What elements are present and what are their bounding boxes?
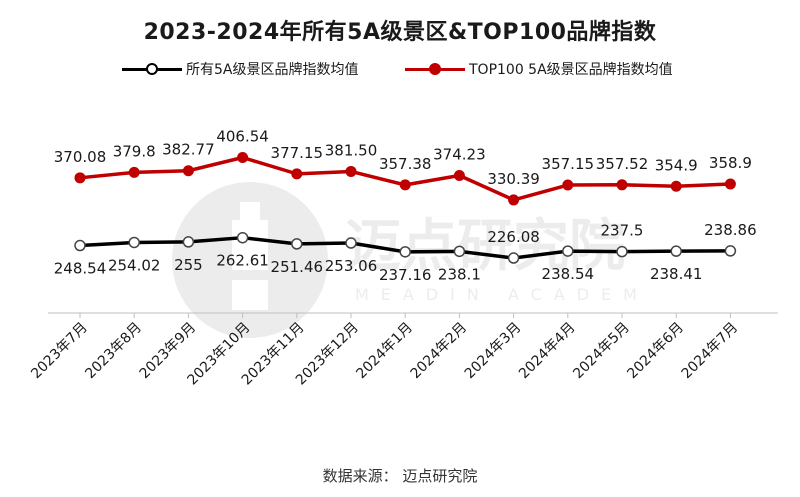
axis-layer	[48, 312, 778, 318]
data-label-s0-7: 238.1	[438, 265, 481, 283]
data-point-s1-12	[724, 178, 736, 190]
data-point-s1-11	[670, 180, 682, 192]
data-point-s0-0	[74, 239, 86, 252]
data-point-s0-1	[128, 236, 140, 249]
legend-label-all-5a: 所有5A级景区品牌指数均值	[186, 62, 359, 78]
data-point-s0-7	[453, 245, 466, 258]
x-tick-label-6: 2024年1月	[353, 320, 416, 383]
x-tick-label-8: 2024年3月	[462, 320, 525, 383]
data-label-s0-5: 253.06	[325, 257, 378, 275]
data-point-s1-1	[128, 166, 140, 178]
data-label-s0-4: 251.46	[271, 258, 324, 276]
data-label-s0-3: 262.61	[216, 252, 269, 270]
data-point-s1-4	[291, 168, 303, 180]
data-label-s1-2: 382.77	[162, 141, 215, 159]
data-label-s1-10: 357.52	[596, 155, 649, 173]
data-label-s1-5: 381.50	[325, 141, 378, 159]
data-point-s1-0	[74, 172, 86, 184]
data-point-s0-4	[291, 238, 303, 250]
x-tick-label-9: 2024年4月	[516, 320, 579, 383]
data-labels-layer: 248.54 254.02 255 262.61 251.46 253.06 237.16 2…	[54, 127, 757, 283]
data-point-s0-11	[670, 245, 682, 257]
data-point-s0-8	[507, 252, 520, 264]
x-tick-label-11: 2024年6月	[624, 320, 687, 383]
data-point-s0-12	[724, 245, 737, 257]
data-label-s0-1: 254.02	[108, 256, 161, 274]
x-tick-labels-layer: 2023年7月2023年8月2023年9月2023年10月2023年11月202…	[28, 320, 741, 389]
data-label-s1-1: 379.8	[113, 142, 156, 160]
data-point-s1-9	[562, 179, 574, 191]
data-label-s1-4: 377.15	[271, 144, 324, 162]
data-label-s0-9: 238.54	[542, 265, 595, 283]
data-source: 数据来源： 迈点研究院	[322, 467, 478, 485]
data-label-s1-9: 357.15	[542, 155, 595, 173]
legend-marker-top100	[405, 58, 465, 80]
data-label-s0-11: 238.41	[650, 265, 703, 283]
data-label-s1-8: 330.39	[487, 170, 540, 188]
data-label-s0-12: 238.86	[704, 221, 757, 239]
data-label-s0-6: 237.16	[379, 266, 432, 284]
data-label-s1-12: 358.9	[709, 154, 752, 172]
data-point-s1-3	[237, 151, 249, 163]
data-label-s1-3: 406.54	[216, 127, 269, 145]
data-point-s1-8	[508, 194, 520, 206]
data-point-s1-10	[616, 179, 628, 191]
data-label-s0-0: 248.54	[54, 260, 107, 278]
data-label-s1-7: 374.23	[433, 146, 486, 164]
data-label-s1-11: 354.9	[655, 156, 698, 174]
data-point-s1-7	[453, 170, 465, 182]
data-point-s0-9	[562, 245, 574, 257]
x-tick-label-12: 2024年7月	[679, 320, 742, 383]
x-tick-label-1: 2023年8月	[82, 320, 145, 383]
data-label-s1-6: 357.38	[379, 155, 432, 173]
data-label-s0-8: 226.08	[487, 228, 540, 246]
legend-item-all-5a: 所有5A级景区品牌指数均值	[122, 58, 358, 80]
x-tick-label-10: 2024年5月	[570, 320, 633, 383]
points-layer	[74, 151, 737, 264]
data-label-s0-2: 255	[174, 256, 203, 274]
legend-marker-all-5a	[122, 58, 182, 80]
legend-label-top100: TOP100 5A级景区品牌指数均值	[469, 62, 673, 78]
data-point-s0-3	[236, 231, 249, 244]
legend: 所有5A级景区品牌指数均值 TOP100 5A级景区品牌指数均值	[0, 58, 800, 80]
data-label-s0-10: 237.5	[601, 222, 644, 240]
data-point-s0-10	[616, 245, 628, 258]
data-label-s1-0: 370.08	[54, 148, 107, 166]
data-point-s1-5	[345, 165, 357, 177]
legend-item-top100: TOP100 5A级景区品牌指数均值	[405, 58, 673, 80]
data-point-s0-2	[182, 236, 195, 248]
data-point-s0-6	[399, 246, 411, 258]
data-point-s0-5	[345, 237, 357, 249]
data-point-s1-6	[399, 179, 411, 191]
x-tick-label-0: 2023年7月	[28, 320, 91, 383]
data-point-s1-2	[182, 165, 194, 177]
x-tick-label-7: 2024年2月	[408, 320, 471, 383]
chart-title: 2023-2024年所有5A级景区&TOP100品牌指数	[143, 20, 657, 45]
